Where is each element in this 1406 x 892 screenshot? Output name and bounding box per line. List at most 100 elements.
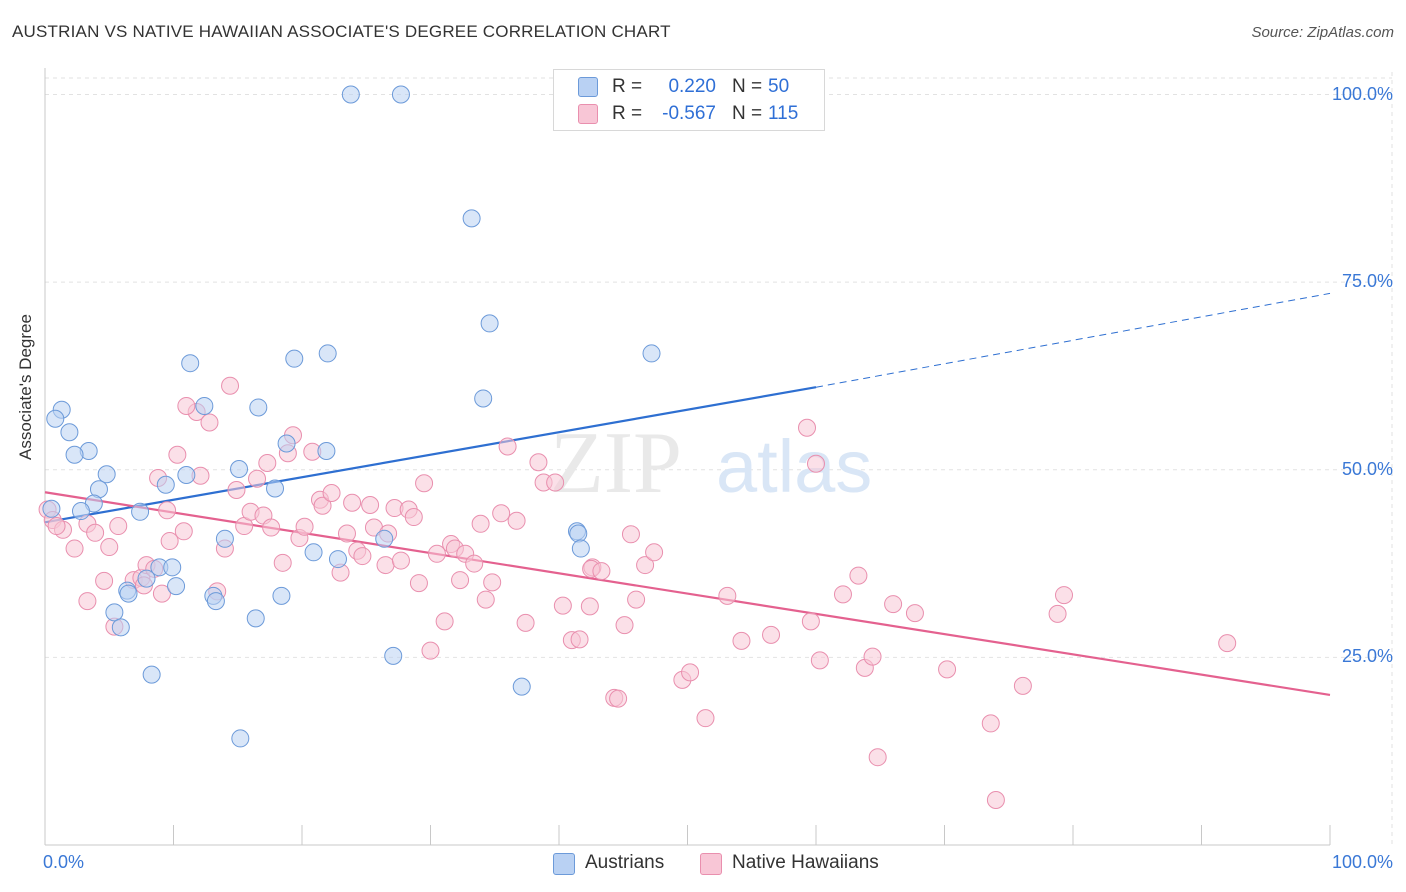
hawaiian-point [609, 689, 628, 708]
hawaiian-point [471, 514, 490, 533]
austrian-point [272, 586, 291, 605]
hawaiian-point [981, 714, 1000, 733]
hawaiian-point [1013, 676, 1032, 695]
hawaiian-point [435, 612, 454, 631]
austrian-point [277, 434, 296, 453]
austrian-point [71, 502, 90, 521]
legend-label-austrians: Austrians [585, 852, 665, 873]
austrian-point [230, 460, 249, 479]
legend-swatch-austrians [553, 853, 575, 875]
hawaiian-point [986, 790, 1005, 809]
source-credit: Source: ZipAtlas.com [1251, 24, 1394, 41]
austrian-points [42, 85, 661, 748]
hawaiian-point [343, 493, 362, 512]
austrian-trend-line [44, 386, 817, 524]
trend-lines [44, 292, 1331, 696]
hawaiian-point [529, 453, 548, 472]
hawaiian-point [248, 469, 267, 488]
austrian-point [318, 344, 337, 363]
legend-n-value: 50 [768, 76, 790, 97]
hawaiian-point [174, 522, 193, 541]
watermark: ZIP atlas [550, 415, 872, 512]
y-tick-label-100: 100.0% [1331, 83, 1393, 104]
hawaiian-point [696, 709, 715, 728]
hawaiian-point [376, 556, 395, 575]
axes [44, 68, 1331, 846]
austrian-point [317, 441, 336, 460]
y-tick-label-25: 25.0% [1341, 646, 1393, 667]
legend-r-label: R = [612, 76, 643, 97]
hawaiian-point [801, 612, 820, 631]
hawaiian-point [476, 590, 495, 609]
austrian-point [480, 314, 499, 333]
austrian-point [642, 344, 661, 363]
austrian-point [137, 569, 156, 588]
legend-label-hawaiians: Native Hawaiians [732, 852, 879, 873]
hawaiian-point [353, 547, 372, 566]
hawaiian-point [1055, 586, 1074, 605]
hawaiian-point [391, 551, 410, 570]
legend-n-label: N = [732, 103, 763, 124]
legend-swatch-austrians [578, 77, 598, 97]
hawaiian-point [415, 474, 434, 493]
hawaiian-point [553, 596, 572, 615]
austrian-point [304, 543, 323, 562]
hawaiian-point [681, 663, 700, 682]
austrian-point [206, 592, 225, 611]
hawaiian-point [810, 651, 829, 670]
hawaiian-point [322, 484, 341, 503]
austrian-point [512, 677, 531, 696]
hawaiian-point [798, 418, 817, 437]
y-tick-label-50: 50.0% [1341, 458, 1393, 479]
austrian-point [391, 85, 410, 104]
hawaiian-point [177, 396, 196, 415]
austrian-point [571, 539, 590, 558]
hawaiian-point [109, 517, 128, 536]
hawaiian-point [807, 454, 825, 473]
hawaiian-point [884, 595, 903, 614]
hawaiian-point [200, 413, 219, 432]
austrian-point [215, 529, 234, 548]
hawaiian-point [1218, 634, 1237, 653]
austrian-point [266, 479, 285, 498]
hawaiian-point [615, 616, 634, 635]
hawaiian-trend-line [44, 491, 1331, 696]
hawaiian-point [95, 571, 114, 590]
hawaiian-point [516, 613, 535, 632]
legend-r-label: R = [612, 103, 643, 124]
hawaiian-point [636, 556, 655, 575]
hawaiian-point [627, 590, 646, 609]
austrian-point [65, 445, 84, 464]
austrian-point [462, 209, 481, 228]
hawaiian-point [258, 454, 277, 473]
austrian-point [46, 409, 65, 428]
austrian-point [384, 646, 403, 665]
hawaiian-point [451, 571, 470, 590]
hawaiian-point [868, 748, 887, 767]
hawaiian-point [152, 584, 171, 603]
hawaiian-point [718, 586, 737, 605]
legend-r-value: 0.220 [668, 76, 716, 97]
hawaiian-point [507, 511, 526, 530]
hawaiian-point [409, 574, 428, 593]
hawaiian-point [421, 641, 440, 660]
hawaiian-point [100, 538, 119, 557]
hawaiian-point [160, 532, 179, 551]
austrian-point [60, 423, 79, 442]
hawaiian-point [227, 481, 246, 500]
hawaiian-point [404, 508, 423, 527]
hawaiian-point [158, 501, 177, 520]
austrian-point [474, 389, 493, 408]
watermark-atlas: atlas [716, 425, 872, 508]
correlation-legend: R = 0.220 N = 50 R = -0.567 N = 115 [553, 69, 825, 131]
hawaiian-point [262, 518, 281, 537]
austrian-trend-extension [815, 292, 1331, 388]
hawaiian-point [849, 566, 868, 585]
austrian-point [156, 475, 175, 494]
hawaiian-point [592, 562, 611, 581]
hawaiian-point [86, 523, 105, 542]
hawaiian-point [313, 496, 332, 515]
legend-n-label: N = [732, 76, 763, 97]
legend-swatch-hawaiians [700, 853, 722, 875]
